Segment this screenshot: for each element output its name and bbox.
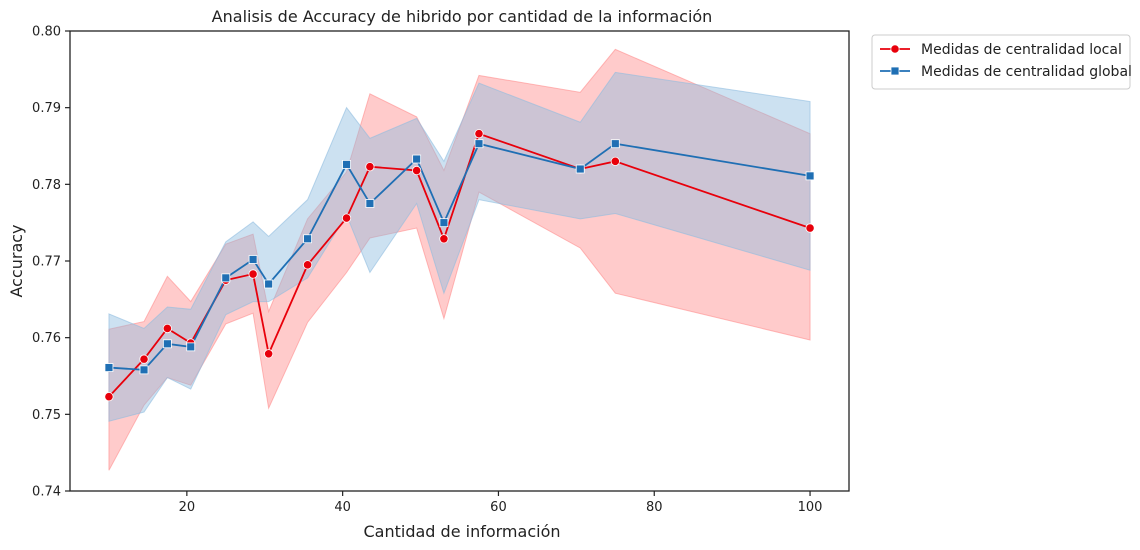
- x-tick-label: 100: [798, 500, 823, 515]
- series-line-global: [108, 142, 811, 371]
- chart-title: Analisis de Accuracy de hibrido por cant…: [212, 7, 713, 26]
- x-tick-label: 20: [179, 500, 196, 515]
- confidence-bands: [108, 48, 811, 471]
- data-point-local: [264, 349, 274, 359]
- data-point-local: [412, 165, 422, 176]
- data-point-local: [365, 162, 375, 172]
- series-line-local: [108, 132, 811, 398]
- data-point-global: [248, 255, 258, 264]
- y-tick-label: 0.75: [32, 408, 61, 423]
- data-point-global: [139, 365, 149, 375]
- x-tick-label: 80: [646, 500, 663, 515]
- data-point-global: [474, 139, 484, 149]
- data-point-local: [162, 323, 172, 334]
- data-point-global: [186, 342, 196, 352]
- y-tick-label: 0.79: [32, 101, 61, 116]
- data-point-local: [805, 223, 815, 233]
- data-point-global: [412, 154, 422, 164]
- legend-marker-global: [890, 66, 900, 76]
- y-tick-label: 0.80: [32, 25, 61, 40]
- x-tick-label: 60: [490, 500, 507, 515]
- data-point-local: [248, 269, 258, 279]
- data-point-local: [341, 213, 352, 223]
- data-point-local: [474, 129, 484, 139]
- data-point-global: [575, 164, 585, 174]
- data-point-global: [342, 159, 351, 169]
- x-axis-title: Cantidad de información: [364, 522, 561, 541]
- y-axis-title: Accuracy: [7, 224, 26, 297]
- data-point-local: [139, 354, 149, 364]
- legend-box: [871, 34, 1131, 90]
- y-tick-label: 0.76: [32, 331, 61, 346]
- data-point-local: [104, 392, 114, 402]
- data-point-global: [104, 363, 114, 372]
- data-point-global: [365, 199, 375, 208]
- series-markers: [104, 129, 815, 402]
- x-tick-label: 40: [334, 500, 351, 515]
- confidence-band-local: [108, 48, 811, 471]
- y-tick-label: 0.77: [32, 255, 61, 270]
- data-point-global: [805, 171, 815, 181]
- data-point-global: [221, 273, 231, 283]
- data-point-global: [162, 339, 172, 349]
- data-point-global: [303, 234, 312, 244]
- confidence-band-global: [108, 71, 811, 422]
- y-tick-label: 0.78: [32, 178, 61, 193]
- y-axis: 0.74 0.75 0.76 0.77 0.78 0.79 0.80: [32, 25, 70, 500]
- plot-area: [104, 48, 815, 471]
- legend-label-local: Medidas de centralidad local: [921, 42, 1122, 58]
- x-axis: 20 40 60 80 100: [179, 491, 823, 515]
- y-tick-label: 0.74: [32, 485, 61, 500]
- data-point-local: [439, 234, 449, 244]
- series-lines: [108, 132, 811, 398]
- legend-marker-local: [890, 44, 900, 54]
- legend-label-global: Medidas de centralidad global: [921, 64, 1132, 80]
- data-point-local: [610, 156, 620, 166]
- data-point-global: [264, 279, 274, 289]
- data-point-global: [439, 218, 449, 228]
- data-point-local: [302, 260, 313, 270]
- legend: Medidas de centralidad local Medidas de …: [871, 34, 1132, 90]
- data-point-global: [610, 139, 620, 149]
